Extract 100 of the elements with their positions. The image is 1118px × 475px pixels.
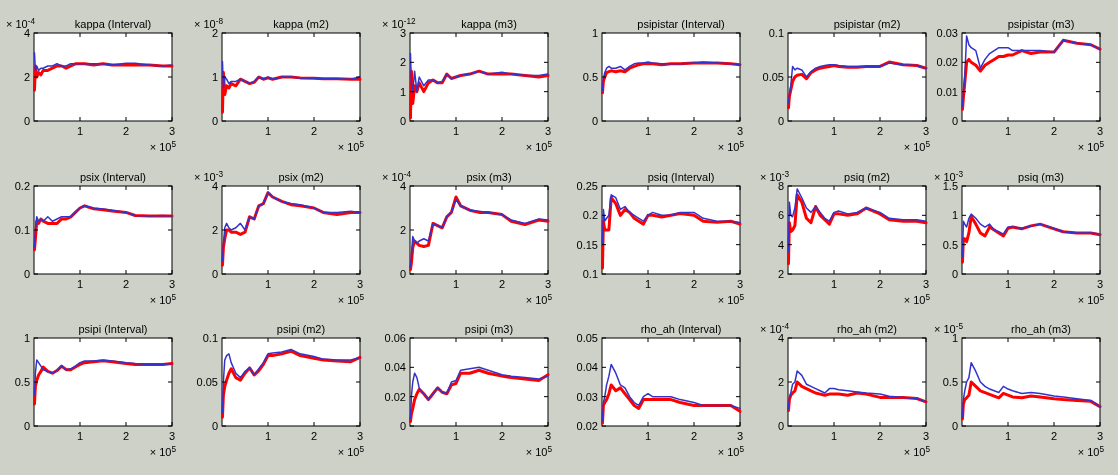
y-tick-label: 0.5 — [14, 376, 30, 388]
chart-title: psipistar (m2) — [833, 18, 901, 30]
x-tick-label: 3 — [922, 125, 930, 137]
y-tick-label: 1 — [399, 85, 406, 98]
y-tick-label: 0 — [777, 420, 784, 432]
text: × 10$^{-3}$ — [194, 169, 224, 183]
y-tick-label: 0.15 — [576, 238, 598, 251]
x-tick-label: 1 — [1004, 430, 1012, 442]
chart-title: psix (m2) — [278, 171, 324, 183]
x-tick-label: 3 — [736, 125, 744, 137]
y-tick-label: 0 — [23, 115, 30, 127]
text: × 10$^{-3}$ — [760, 169, 790, 183]
x-tick-label: 3 — [736, 278, 744, 290]
x-tick-label: 3 — [168, 125, 176, 137]
x-tick-label: 2 — [876, 125, 884, 137]
y-tick-label: 1.5 — [942, 180, 958, 192]
y-tick-label: 1 — [211, 71, 218, 83]
x-tick-label: 1 — [830, 430, 838, 442]
x-tick-label: 1 — [264, 430, 272, 442]
x-tick-label: 1 — [76, 430, 84, 442]
x-tick-label: 1 — [264, 125, 272, 137]
x-tick-label: 1 — [1004, 125, 1012, 137]
x-tick-label: 1 — [452, 125, 460, 137]
y-tick-label: 0.25 — [576, 180, 598, 192]
x-axis-title: × 10$^{5}$ — [149, 292, 177, 306]
x-tick-label: 3 — [544, 125, 552, 137]
y-tick-label: 4 — [23, 27, 30, 39]
x-tick-label: 2 — [310, 430, 318, 442]
y-tick-label: 0.1 — [14, 224, 30, 236]
y-tick-label: 0.05 — [762, 71, 784, 83]
chart-title: kappa (m2) — [273, 18, 329, 30]
text: × 10$^{-4}$ — [760, 321, 790, 335]
y-tick-label: 0.02 — [936, 56, 958, 69]
y-tick-label: 2 — [399, 224, 406, 236]
chart-title: psix (m3) — [466, 171, 512, 183]
x-tick-label: 1 — [830, 278, 838, 290]
x-axis-title: × 10$^{5}$ — [717, 444, 745, 458]
x-tick-label: 2 — [498, 430, 506, 442]
chart-title: rho_ah (m2) — [837, 323, 897, 335]
y-tick-label: 0.05 — [196, 376, 218, 388]
y-tick-label: 0 — [399, 115, 406, 127]
y-tick-label: 0.1 — [768, 27, 784, 39]
x-axis-title: × 10$^{5}$ — [525, 292, 553, 306]
x-tick-label: 3 — [736, 430, 744, 442]
x-tick-label: 1 — [452, 278, 460, 290]
x-tick-label: 3 — [544, 278, 552, 290]
y-tick-label: 1 — [591, 27, 598, 39]
x-tick-label: 1 — [644, 278, 652, 290]
x-tick-label: 1 — [452, 430, 460, 442]
chart-title: psiq (m3) — [1018, 171, 1064, 183]
x-tick-label: 2 — [876, 278, 884, 290]
y-tick-label: 0.06 — [384, 332, 406, 344]
x-tick-label: 2 — [498, 125, 506, 137]
x-tick-label: 2 — [498, 278, 506, 290]
x-axis-title: × 10$^{5}$ — [717, 292, 745, 306]
x-tick-label: 2 — [1050, 125, 1058, 137]
x-tick-label: 3 — [922, 430, 930, 442]
chart-title: psipi (Interval) — [78, 323, 148, 335]
y-tick-label: 2 — [399, 56, 406, 69]
chart-title: rho_ah (Interval) — [640, 323, 722, 335]
y-tick-label: 0.5 — [942, 238, 958, 251]
y-tick-label: 2 — [777, 268, 784, 280]
text: × 10$^{-12}$ — [382, 16, 417, 30]
text: × 10$^{-4}$ — [6, 16, 36, 30]
chart-title: psipi (m2) — [276, 323, 326, 335]
x-tick-label: 1 — [830, 125, 838, 137]
x-tick-label: 2 — [1050, 278, 1058, 290]
chart-title: kappa (m3) — [461, 18, 517, 30]
y-tick-label: 3 — [399, 27, 406, 39]
x-axis-title: × 10$^{5}$ — [1077, 139, 1105, 153]
x-tick-label: 1 — [644, 430, 652, 442]
x-tick-label: 2 — [122, 278, 130, 290]
y-tick-label: 0 — [211, 268, 218, 280]
y-tick-label: 2 — [211, 224, 218, 236]
y-tick-label: 0.03 — [576, 390, 598, 403]
y-tick-label: 0 — [399, 420, 406, 432]
y-tick-label: 0 — [399, 268, 406, 280]
x-tick-label: 2 — [310, 278, 318, 290]
y-tick-label: 2 — [777, 376, 784, 388]
text: × 10$^{-5}$ — [934, 321, 964, 335]
x-tick-label: 1 — [1004, 278, 1012, 290]
chart-title: psiq (m2) — [844, 171, 890, 183]
y-tick-label: 2 — [23, 71, 30, 83]
chart-title: kappa (Interval) — [74, 18, 152, 30]
x-axis-title: × 10$^{5}$ — [525, 444, 553, 458]
y-tick-label: 0.1 — [202, 332, 218, 344]
x-axis-title: × 10$^{5}$ — [149, 444, 177, 458]
y-tick-label: 4 — [399, 180, 406, 192]
y-tick-label: 0.1 — [582, 268, 598, 280]
x-axis-title: × 10$^{5}$ — [337, 444, 365, 458]
x-tick-label: 3 — [356, 278, 364, 290]
y-tick-label: 0.2 — [14, 180, 30, 192]
chart-title: rho_ah (m3) — [1011, 323, 1071, 335]
y-tick-label: 0.05 — [576, 332, 598, 344]
chart-title: psipistar (m3) — [1007, 18, 1075, 30]
x-tick-label: 3 — [356, 125, 364, 137]
x-tick-label: 3 — [1096, 278, 1104, 290]
x-axis-title: × 10$^{5}$ — [337, 292, 365, 306]
y-tick-label: 0 — [211, 115, 218, 127]
y-tick-label: 4 — [777, 238, 784, 251]
